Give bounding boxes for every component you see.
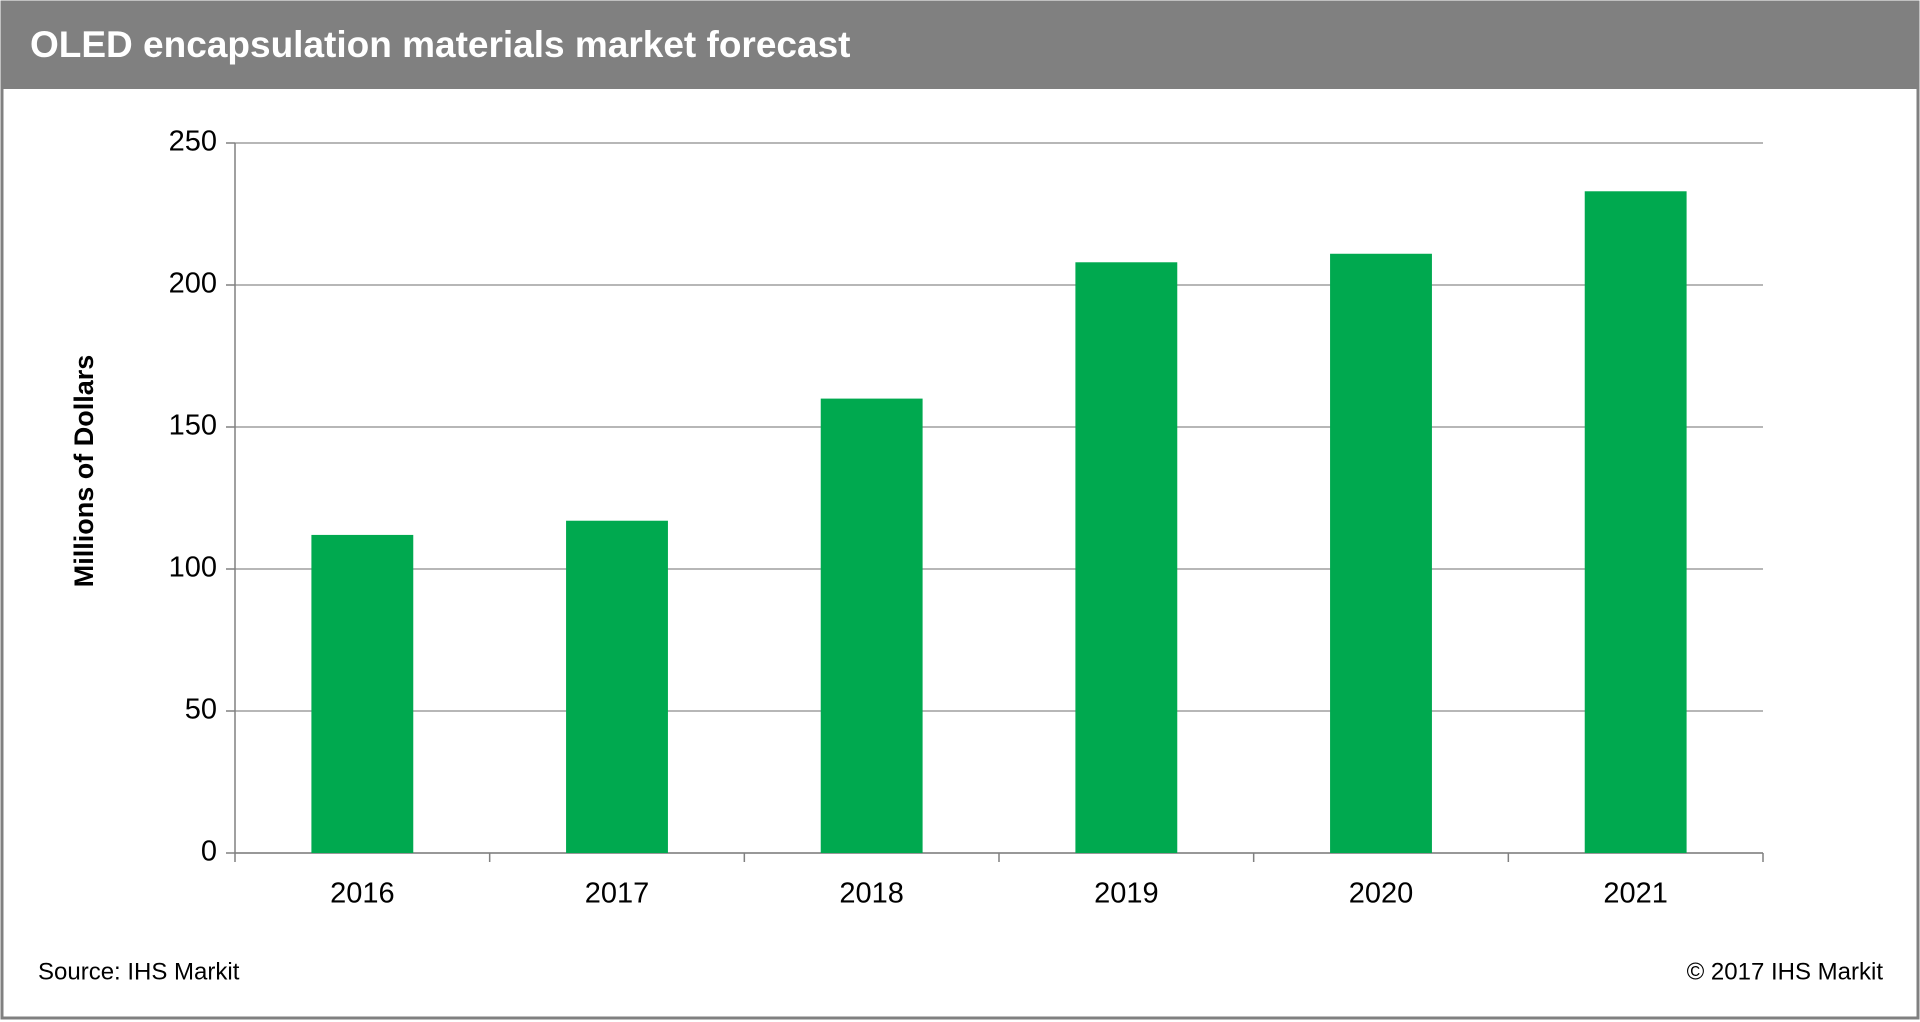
source: Source: IHS Markit	[38, 958, 240, 985]
x-tick-label: 2019	[1094, 878, 1159, 910]
y-tick-label: 250	[169, 126, 217, 158]
bar	[1584, 191, 1687, 853]
y-tick-label: 0	[201, 836, 217, 868]
copyright: © 2017 IHS Markit	[1687, 958, 1884, 985]
y-tick-label: 200	[169, 268, 217, 300]
title-bar	[2, 2, 1918, 89]
x-tick-label: 2020	[1349, 878, 1414, 910]
y-tick-label: 100	[169, 552, 217, 584]
y-axis-label: Millions of Dollars	[69, 355, 99, 588]
chart-title: OLED encapsulation materials market fore…	[30, 24, 850, 65]
bar	[1330, 253, 1432, 853]
x-tick-label: 2018	[839, 878, 904, 910]
bar	[820, 398, 923, 853]
bar	[566, 520, 668, 853]
y-tick-label: 50	[185, 694, 217, 726]
x-tick-label: 2016	[330, 878, 395, 910]
x-tick-label: 2021	[1603, 878, 1668, 910]
x-tick-label: 2017	[585, 878, 650, 910]
bar	[1075, 262, 1178, 853]
bar	[311, 534, 414, 853]
y-tick-label: 150	[169, 410, 217, 442]
